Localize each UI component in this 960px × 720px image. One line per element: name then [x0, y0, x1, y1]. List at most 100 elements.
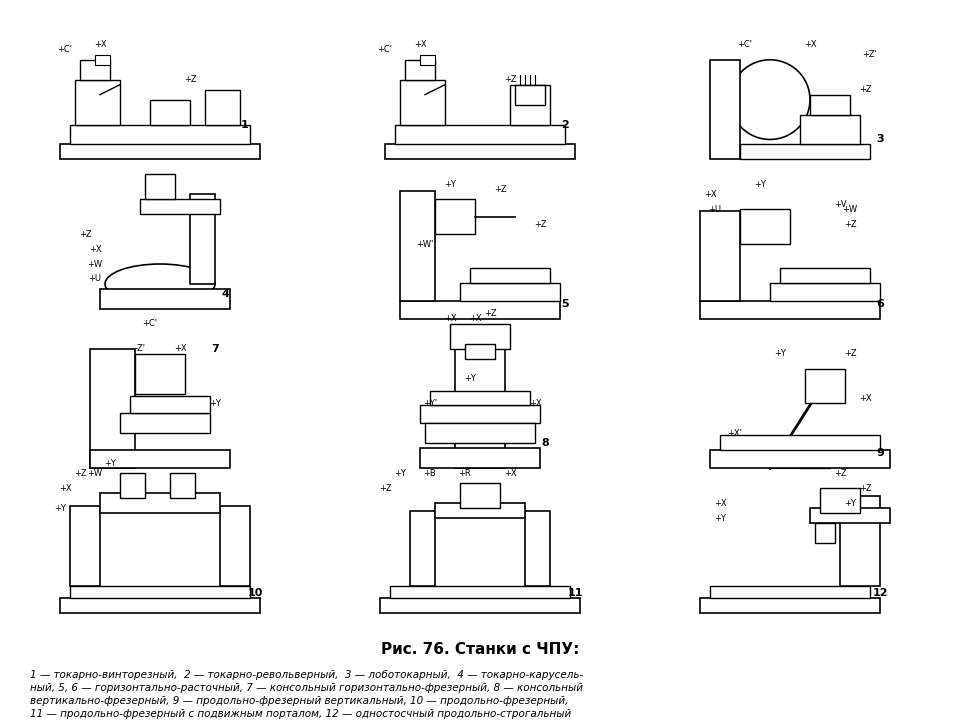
Bar	[140, 199, 220, 214]
Text: +Z': +Z'	[863, 50, 877, 59]
Text: 11: 11	[567, 588, 583, 598]
Text: 3: 3	[876, 135, 884, 145]
Text: +Z: +Z	[833, 469, 847, 478]
Text: +X: +X	[713, 499, 727, 508]
Bar	[805, 369, 845, 403]
Text: +Y: +Y	[844, 499, 856, 508]
Bar	[70, 506, 100, 586]
Text: 9: 9	[876, 449, 884, 459]
Bar	[100, 289, 230, 309]
Text: ный, 5, 6 — горизонтально-расточный, 7 — консольный горизонтально-фрезерный, 8 —: ный, 5, 6 — горизонтально-расточный, 7 —…	[30, 683, 583, 693]
Text: +Z: +Z	[183, 75, 196, 84]
Bar	[135, 354, 185, 394]
Text: +Z: +Z	[844, 349, 856, 358]
Bar	[780, 268, 870, 283]
Text: +W': +W'	[417, 240, 434, 248]
Text: +X': +X'	[728, 429, 742, 438]
Text: +Z: +Z	[378, 484, 392, 492]
Text: +Y: +Y	[754, 180, 766, 189]
Bar	[95, 55, 110, 65]
Bar	[700, 211, 740, 301]
Bar	[460, 283, 560, 301]
Bar	[170, 473, 195, 498]
Bar	[70, 125, 250, 145]
Text: +X: +X	[804, 40, 816, 50]
Bar	[120, 413, 210, 433]
Text: +Z: +Z	[504, 75, 516, 84]
Text: +X: +X	[529, 399, 541, 408]
Text: 8: 8	[541, 438, 549, 449]
Text: +X: +X	[468, 315, 481, 323]
Bar	[525, 511, 550, 586]
Bar	[430, 390, 530, 405]
Bar	[810, 508, 890, 523]
Bar	[510, 85, 550, 125]
Bar	[515, 85, 545, 104]
Text: 7: 7	[211, 343, 219, 354]
Bar	[190, 194, 215, 284]
Bar	[130, 395, 210, 413]
Bar	[700, 301, 880, 319]
Text: +Y: +Y	[209, 399, 221, 408]
Bar	[380, 598, 580, 613]
Bar	[405, 60, 435, 80]
Bar	[120, 473, 145, 498]
Text: 2: 2	[562, 120, 569, 130]
Text: вертикально-фрезерный, 9 — продольно-фрезерный вертикальный, 10 — продольно-фрез: вертикально-фрезерный, 9 — продольно-фре…	[30, 696, 568, 706]
Text: +Y: +Y	[774, 349, 786, 358]
Text: +C': +C'	[737, 40, 753, 50]
Bar	[100, 493, 220, 513]
Bar	[420, 405, 540, 423]
Bar	[385, 145, 575, 159]
Bar	[205, 90, 240, 125]
Bar	[740, 145, 870, 159]
Bar	[710, 586, 870, 598]
Text: 5: 5	[562, 299, 569, 309]
Text: 1 — токарно-винторезный,  2 — токарно-револьверный,  3 — лоботокарный,  4 — тока: 1 — токарно-винторезный, 2 — токарно-рев…	[30, 670, 584, 680]
Bar	[820, 488, 860, 513]
Bar	[395, 125, 565, 145]
Bar	[435, 503, 525, 518]
Text: +W: +W	[843, 204, 857, 214]
Bar	[90, 450, 230, 468]
Text: +Z: +Z	[534, 220, 546, 229]
Bar	[80, 60, 110, 80]
Bar	[840, 496, 880, 586]
Text: +Z: +Z	[484, 310, 496, 318]
Text: -Z': -Z'	[134, 344, 146, 354]
Bar	[470, 268, 550, 283]
Text: +X: +X	[444, 315, 456, 323]
Text: +Z: +Z	[858, 484, 872, 492]
Text: +B: +B	[423, 469, 437, 478]
Bar	[810, 94, 850, 114]
Text: +Z: +Z	[79, 230, 91, 238]
Bar	[435, 199, 475, 234]
Text: +Z: +Z	[844, 220, 856, 229]
Text: +X: +X	[174, 344, 186, 354]
Text: +V: +V	[833, 199, 847, 209]
Bar	[75, 80, 120, 125]
Text: +X: +X	[704, 190, 716, 199]
Bar	[425, 423, 535, 444]
Bar	[700, 598, 880, 613]
Bar	[710, 450, 890, 468]
Text: +Y: +Y	[104, 459, 116, 468]
Bar	[90, 348, 135, 468]
Text: +Y: +Y	[54, 503, 66, 513]
Text: Рис. 76. Станки с ЧПУ:: Рис. 76. Станки с ЧПУ:	[381, 642, 579, 657]
Bar	[150, 99, 190, 125]
Bar	[145, 174, 175, 199]
Bar	[420, 55, 435, 65]
Text: +Y: +Y	[464, 374, 476, 383]
Text: 10: 10	[248, 588, 263, 598]
Bar	[740, 210, 790, 244]
Bar	[60, 145, 260, 159]
Bar	[410, 511, 435, 586]
Text: +X: +X	[858, 394, 872, 403]
Bar	[460, 483, 500, 508]
Bar	[770, 283, 880, 301]
Bar	[455, 338, 505, 468]
Text: 1: 1	[241, 120, 249, 130]
Bar	[70, 586, 250, 598]
Text: +W: +W	[87, 469, 103, 478]
